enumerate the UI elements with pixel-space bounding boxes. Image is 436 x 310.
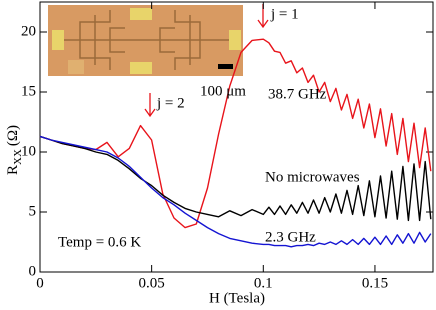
y-tick-label: 5: [29, 203, 37, 219]
data-line: [39, 135, 432, 222]
x-tick-label: 0: [36, 275, 44, 291]
x-axis-label: H (Tesla): [209, 290, 265, 306]
pad: [52, 30, 64, 50]
y-tick-label: 10: [21, 143, 36, 159]
data-line: [39, 38, 432, 229]
pad: [68, 60, 84, 74]
pad: [130, 8, 152, 20]
pad: [229, 30, 241, 50]
arrow: [144, 93, 156, 118]
y-axis-label: RXX (Ω): [5, 125, 23, 175]
annotation: j = 1: [270, 6, 299, 22]
x-tick-label: 0.05: [139, 275, 165, 291]
x-tick-label: 0.1: [254, 275, 273, 291]
annotation: 100 μm: [200, 83, 246, 99]
photo-traces: [64, 10, 229, 70]
scale-bar: [218, 64, 233, 69]
y-label-sub: XX: [12, 149, 24, 165]
series-label: 2.3 GHz: [265, 229, 316, 245]
y-tick-label: 0: [29, 263, 37, 279]
x-tick-label: 0.15: [362, 275, 388, 291]
data-line: [39, 135, 432, 248]
annotation: Temp = 0.6 K: [58, 234, 141, 250]
y-tick-label: 20: [21, 23, 36, 39]
series-label: 38.7 GHz: [268, 86, 327, 102]
series-label: No microwaves: [265, 169, 360, 185]
inset-photo: [48, 5, 243, 76]
y-label-main: R: [5, 165, 21, 175]
annotation: j = 2: [156, 95, 185, 111]
pad: [130, 62, 152, 74]
y-label-unit: (Ω): [5, 125, 21, 146]
y-tick-label: 15: [21, 83, 36, 99]
